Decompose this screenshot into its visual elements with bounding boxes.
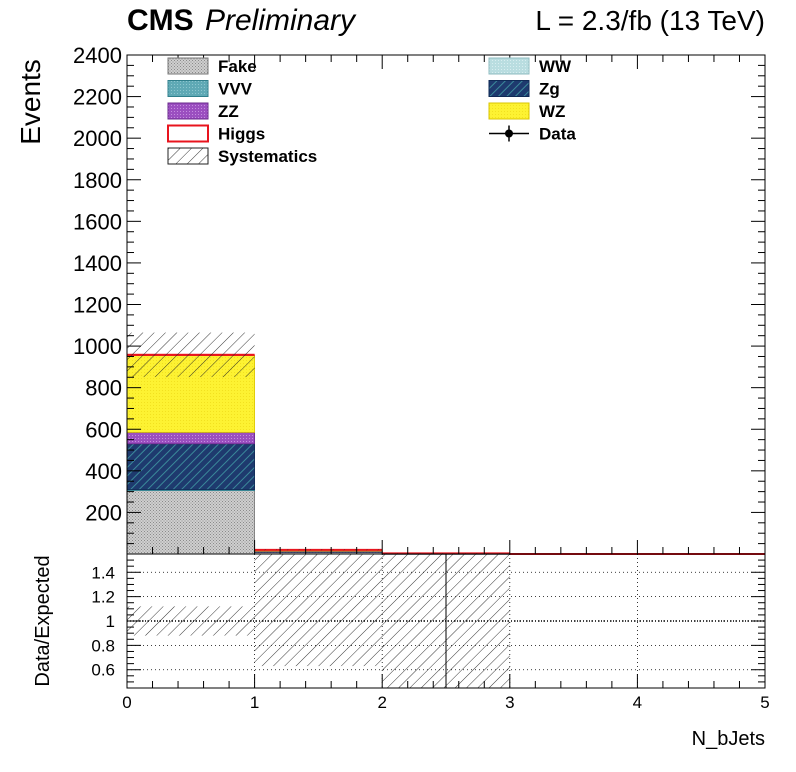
y-tick-label: 1200 — [73, 293, 122, 318]
y-tick-label: 1000 — [73, 334, 122, 359]
x-tick-label: 0 — [122, 693, 131, 712]
legend-entry-vvv: VVV — [167, 80, 253, 99]
legend-label: ZZ — [218, 102, 239, 121]
x-tick-label: 1 — [250, 693, 259, 712]
ratio-uncertainty-band — [127, 554, 765, 688]
luminosity-label: L = 2.3/fb (13 TeV) — [535, 5, 765, 36]
ratio-axes: 0.6 0.8 1 1.2 1.4 0 1 2 3 4 5 — [91, 553, 770, 712]
ratio-y-axis-title: Data/Expected — [32, 555, 54, 686]
y-tick-label: 2400 — [73, 43, 122, 68]
legend-label: Data — [539, 125, 576, 144]
legend-entry-fake: Fake — [167, 57, 257, 76]
systematics-band — [127, 332, 510, 554]
legend-entry-systematics: Systematics — [167, 147, 317, 166]
legend: Fake VVV ZZ Higgs Systematics WW Zg WZ Data — [167, 57, 576, 166]
y-tick-label: 800 — [85, 376, 122, 401]
y-tick-label: 2200 — [73, 85, 122, 110]
bar-zg — [126, 443, 255, 490]
y-tick-label: 600 — [85, 417, 122, 442]
legend-entry-zz: ZZ — [167, 102, 239, 121]
ratio-y-tick-label: 1.4 — [91, 563, 115, 582]
y-tick-label: 1800 — [73, 168, 122, 193]
main-axes: 200 400 600 800 1000 1200 1400 1600 1800 2000 2200… — [73, 43, 766, 555]
ratio-band-hatch — [382, 554, 446, 688]
ratio-band-hatch — [254, 554, 383, 667]
systematics-hatch — [127, 332, 255, 378]
legend-label: Higgs — [218, 125, 265, 144]
x-tick-label: 3 — [505, 693, 514, 712]
y-axis-title: Events — [15, 59, 46, 145]
cms-label: CMS — [127, 4, 194, 37]
ratio-band-hatch — [446, 554, 510, 688]
legend-label: Fake — [218, 57, 257, 76]
legend-entry-higgs: Higgs — [167, 124, 265, 144]
x-tick-label: 5 — [760, 693, 769, 712]
ratio-y-tick-label: 1 — [106, 612, 115, 631]
legend-label: WZ — [539, 102, 565, 121]
bar-zz — [126, 431, 255, 445]
legend-label: VVV — [218, 80, 253, 99]
legend-entry-zg: Zg — [488, 80, 560, 99]
legend-entry-wz: WZ — [488, 102, 565, 121]
legend-label: WW — [539, 57, 572, 76]
legend-entry-data: Data — [489, 125, 576, 144]
legend-label: Zg — [539, 80, 560, 99]
y-tick-label: 2000 — [73, 126, 122, 151]
x-axis-title: N_bJets — [692, 728, 765, 750]
bar-fake — [126, 490, 255, 555]
ratio-y-tick-label: 0.8 — [91, 636, 115, 655]
legend-label: Systematics — [218, 147, 317, 166]
y-tick-label: 1400 — [73, 251, 122, 276]
y-tick-label: 1600 — [73, 209, 122, 234]
data-marker-icon — [505, 129, 513, 138]
x-tick-label: 2 — [377, 693, 386, 712]
systematics-hatch — [254, 549, 383, 551]
y-tick-label: 400 — [85, 459, 122, 484]
ratio-y-tick-label: 0.6 — [91, 661, 115, 680]
ratio-y-tick-label: 1.2 — [91, 588, 115, 607]
y-tick-label: 200 — [85, 500, 122, 525]
legend-entry-ww: WW — [488, 57, 572, 76]
x-tick-label: 4 — [633, 693, 642, 712]
preliminary-label: Preliminary — [205, 4, 357, 37]
main-histogram-bars — [126, 353, 765, 555]
